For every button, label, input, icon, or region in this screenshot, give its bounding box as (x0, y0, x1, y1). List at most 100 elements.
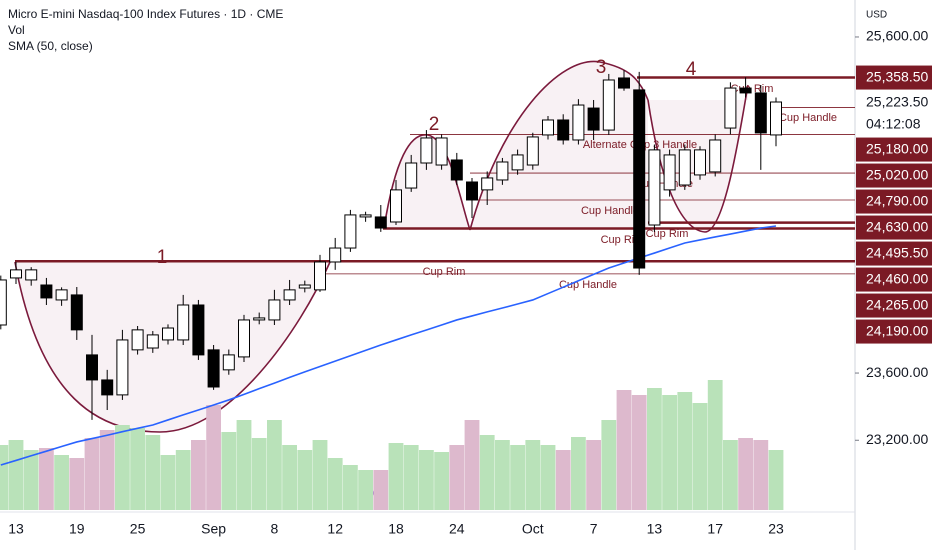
x-tick-label: 7 (590, 521, 598, 537)
pattern-label: Cup Handle (559, 279, 617, 291)
candle-body (298, 284, 311, 289)
candle-body (770, 101, 782, 136)
volume-bar (236, 420, 252, 510)
volume-bar (251, 438, 267, 510)
volume-bar (495, 440, 510, 510)
price-label-box (856, 163, 932, 188)
pattern-number: 4 (686, 59, 697, 80)
x-tick-label: 23 (768, 521, 784, 537)
price-label: 24,630.00 (866, 218, 928, 234)
volume-bar (601, 420, 617, 510)
price-label: 24,790.00 (866, 192, 928, 208)
candle-body (572, 104, 585, 141)
volume-bar (343, 465, 358, 510)
y-tick-label: 25,600.00 (866, 28, 928, 44)
candle-body (0, 279, 7, 326)
price-label-box (856, 267, 932, 292)
candle-body (177, 304, 190, 341)
indicator-label: Vol (8, 23, 25, 37)
volume-bar (662, 395, 677, 510)
pattern-number: 3 (596, 57, 607, 78)
candle-body (131, 329, 144, 351)
volume-bar (677, 392, 693, 510)
candle-body (10, 269, 22, 279)
pattern-number: 1 (157, 247, 168, 268)
x-tick-label: 19 (69, 521, 85, 537)
candle-body (390, 189, 402, 223)
volume-bar (768, 450, 784, 510)
candle-body (694, 149, 706, 176)
volume-bar (631, 395, 647, 510)
candle-body (618, 77, 630, 89)
candle-body (587, 107, 600, 131)
volume-bar (99, 430, 115, 510)
volume-bar (221, 432, 237, 510)
candle-body (709, 139, 722, 173)
price-label-box (856, 319, 932, 344)
volume-bar (479, 435, 495, 510)
indicator-label: SMA (50, close) (8, 39, 93, 53)
volume-bar (8, 440, 24, 510)
countdown: 04:12:08 (866, 115, 921, 131)
y-tick-label: 23,600.00 (866, 364, 928, 380)
cup-fill (384, 134, 470, 230)
candle-body (633, 89, 646, 269)
candle-body (557, 119, 570, 141)
pattern-label: Cup Rim (423, 266, 466, 278)
currency: USD (866, 10, 887, 21)
volume-bar (419, 450, 434, 510)
candle-body (739, 87, 752, 94)
price-label: 24,190.00 (866, 322, 928, 338)
volume-bar (449, 445, 465, 510)
volume-bar (160, 455, 176, 510)
x-tick-label: 8 (271, 521, 279, 537)
price-label: 25,020.00 (866, 166, 928, 182)
volume-bar (464, 420, 480, 510)
volume-bar (358, 470, 373, 510)
volume-bar (555, 450, 571, 510)
price-label-box (856, 241, 932, 266)
candle-body (70, 294, 83, 331)
volume-bar (723, 440, 738, 510)
candle-body (268, 299, 281, 321)
price-label: 24,460.00 (866, 270, 928, 286)
candle-body (314, 261, 326, 291)
volume-bar (282, 445, 297, 510)
pattern-label: Cup Rim (646, 228, 689, 240)
candle-body (116, 339, 129, 396)
candle-body (192, 304, 205, 356)
volume-bar (571, 437, 586, 510)
candle-body (283, 289, 296, 301)
candle-body (374, 216, 387, 229)
volume-bar (23, 450, 39, 510)
volume-bar (54, 455, 69, 510)
x-tick-label: Sep (201, 521, 226, 537)
volume-bar (145, 435, 161, 510)
price-label-box (856, 215, 932, 240)
candle-body (678, 149, 691, 186)
candle-body (663, 154, 676, 191)
cup-curve (647, 84, 749, 233)
candle-body (344, 214, 357, 249)
candle-body (55, 289, 68, 301)
candle-body (496, 161, 509, 181)
volume-bar (191, 440, 206, 510)
volume-bar (388, 443, 404, 510)
candle-body (724, 87, 737, 129)
pattern-number: 2 (429, 114, 440, 135)
candle-body (222, 354, 235, 371)
volume-bar (616, 390, 632, 510)
x-tick-label: 24 (449, 521, 465, 537)
price-label-box (856, 65, 932, 90)
volume-bar (738, 438, 753, 510)
volume-bar (510, 445, 525, 510)
candle-body (754, 92, 767, 134)
candle-body (238, 319, 250, 358)
cup-curve (14, 261, 331, 433)
chart-title: Micro E-mini Nasdaq-100 Index Futures · … (8, 7, 283, 21)
x-tick-label: 17 (707, 521, 723, 537)
volume-bar (130, 428, 145, 510)
volume-bar (692, 403, 708, 510)
candle-body (40, 284, 53, 299)
